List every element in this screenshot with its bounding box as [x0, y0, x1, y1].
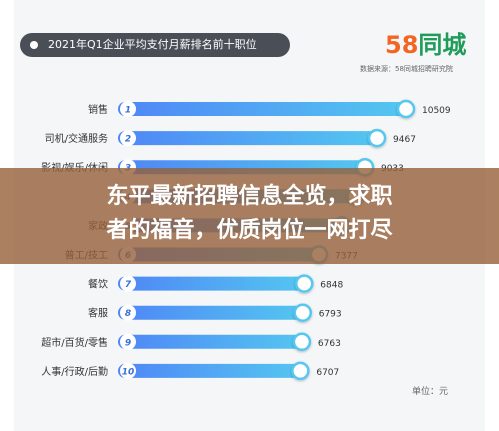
value-label: 9467 [393, 135, 416, 145]
bar [118, 305, 307, 320]
promo-banner [0, 168, 499, 264]
rank-badge [120, 101, 136, 117]
logo-text: 同城 [418, 31, 467, 59]
unit-label: 单位：元 [412, 387, 449, 397]
bar [118, 334, 306, 349]
bar-end-cap [293, 303, 312, 322]
rank-label: 8 [125, 309, 131, 319]
category-label: 超市/百货/零售 [41, 336, 108, 349]
rank-label: 10 [122, 367, 135, 377]
bar [118, 363, 305, 378]
rank-badge [120, 333, 136, 350]
bar-end-cap [292, 332, 312, 352]
rank-badge [120, 362, 136, 379]
rank-badge [120, 304, 136, 321]
promo-banner-text: 东平最新招聘信息全览，求职 者的福音，优质岗位一网打尽 [0, 180, 499, 248]
category-label: 司机/交通服务 [45, 132, 108, 145]
category-label: 餐饮 [88, 278, 108, 291]
rank-badge [120, 130, 136, 147]
bar-end-cap [396, 99, 416, 119]
promo-line-2: 者的福音，优质岗位一网打尽 [106, 218, 393, 243]
bar [118, 131, 382, 146]
chart-title: 2021年Q1企业平均支付月薪排名前十职位 [20, 33, 290, 57]
bar-end-cap [291, 361, 310, 381]
promo-line-1: 东平最新招聘信息全览，求职 [106, 184, 393, 209]
value-label: 6707 [316, 368, 339, 378]
chart-title-text: 2021年Q1企业平均支付月薪排名前十职位 [48, 38, 257, 51]
rank-badge [120, 275, 136, 292]
value-label: 6763 [318, 339, 341, 349]
bar-end-cap [367, 128, 387, 148]
value-label: 6793 [319, 310, 342, 320]
brand-logo: 58同城 [385, 30, 466, 60]
rank-label: 2 [125, 135, 131, 145]
value-label: 10509 [422, 106, 451, 116]
bar [118, 102, 410, 116]
logo-number: 58 [385, 31, 419, 59]
data-source-note: 数据来源：58同城招聘研究院 [360, 65, 453, 73]
rank-label: 9 [125, 338, 131, 348]
category-label: 客服 [88, 307, 108, 320]
value-label: 6848 [320, 281, 343, 291]
rank-label: 1 [125, 106, 131, 116]
bullet-dot-icon [30, 41, 38, 49]
category-label: 销售 [88, 103, 108, 116]
category-label: 人事/行政/后勤 [41, 365, 108, 378]
rank-label: 7 [125, 280, 132, 290]
bar [118, 276, 309, 291]
bar-end-cap [295, 274, 314, 293]
